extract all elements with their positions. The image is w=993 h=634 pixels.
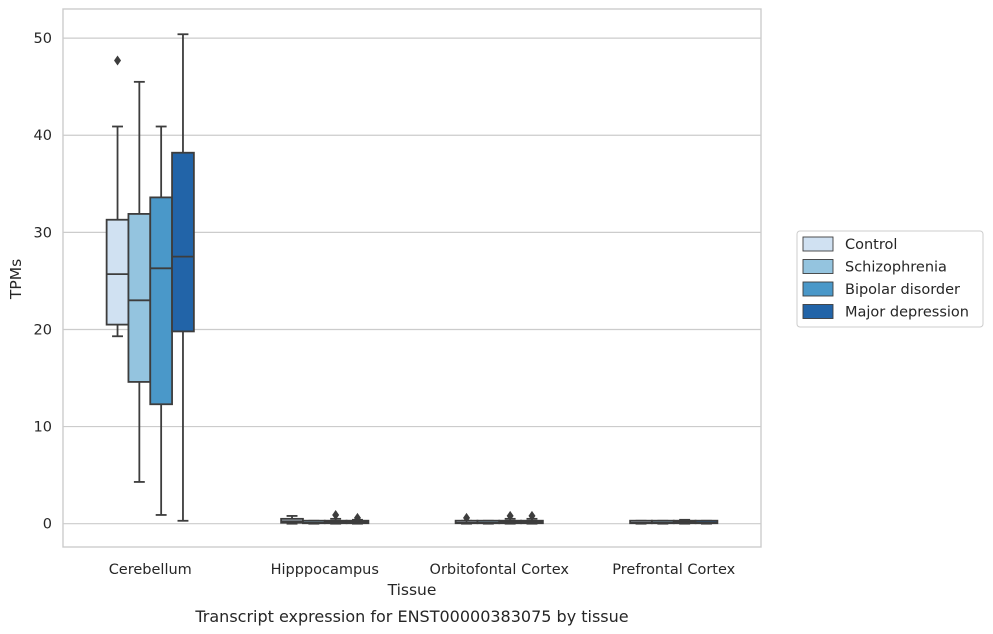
box-1-1	[302, 519, 326, 525]
y-axis-label: TPMs	[7, 259, 25, 300]
y-tick-labels: 0 10 20 30 40 50	[34, 31, 52, 533]
legend-label-2: Bipolar disorder	[845, 282, 960, 298]
outlier-0	[332, 509, 340, 520]
outlier-0	[353, 512, 361, 523]
x-axis-label: Tissue	[387, 581, 437, 599]
chart-caption: Transcript expression for ENST0000038307…	[194, 607, 628, 626]
box-0-3	[629, 519, 653, 525]
x-tick-label-0: Cerebellum	[109, 562, 192, 578]
box-plot-area	[105, 33, 719, 525]
plot-frame	[62, 8, 762, 548]
legend: Control Schizophrenia Bipolar disorder Majo…	[796, 230, 984, 328]
legend-swatch-3	[802, 304, 834, 319]
box-body	[105, 218, 130, 326]
box-3-2	[520, 510, 544, 525]
legend-frame	[796, 230, 984, 328]
box-1-2	[476, 519, 501, 525]
outlier-0	[506, 510, 514, 521]
outlier-0	[114, 55, 122, 66]
outlier-0	[463, 512, 471, 523]
box-body	[127, 213, 152, 383]
legend-label-0: Control	[845, 237, 897, 253]
box-body	[171, 151, 195, 333]
outlier-0	[528, 510, 536, 521]
y-tick-label-50: 50	[34, 31, 52, 47]
box-body	[149, 196, 173, 406]
x-tick-label-2: Orbitofontal Cortex	[430, 562, 570, 578]
legend-swatch-0	[802, 236, 834, 252]
x-tick-label-1: Hipppocampus	[271, 562, 379, 578]
y-tick-label-30: 30	[34, 225, 52, 241]
box-3-1	[345, 512, 370, 525]
x-tick-label-3: Prefrontal Cortex	[612, 562, 735, 578]
y-tick-label-40: 40	[34, 128, 52, 144]
x-tick-labels: Cerebellum Hipppocampus Orbitofontal Corte…	[109, 562, 736, 578]
y-tick-label-10: 10	[34, 420, 52, 436]
box-2-2	[498, 510, 522, 525]
legend-swatch-1	[802, 259, 834, 274]
box-3-0	[171, 33, 195, 522]
box-1-3	[651, 519, 675, 525]
y-tick-label-20: 20	[34, 322, 52, 338]
legend-swatch-2	[802, 281, 834, 297]
box-2-3	[672, 518, 697, 525]
y-tick-label-0: 0	[43, 517, 52, 533]
box-3-3	[694, 519, 719, 525]
box-0-0	[105, 55, 130, 338]
legend-label-3: Major depression	[845, 305, 969, 321]
legend-label-1: Schizophrenia	[845, 260, 947, 276]
